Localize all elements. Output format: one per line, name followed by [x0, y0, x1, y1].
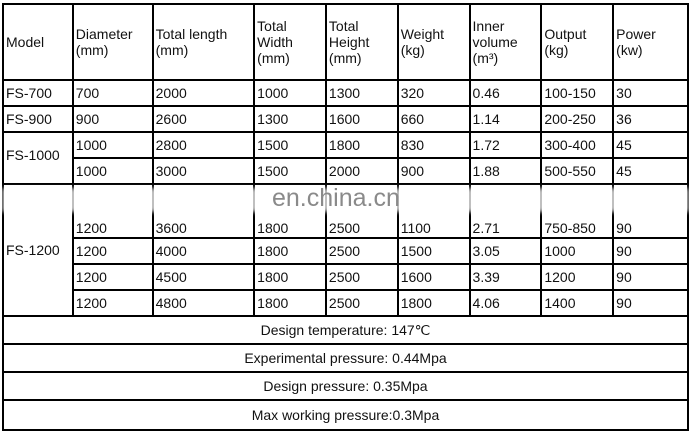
table-row: 1200 4500 1800 2500 1600 3.39 1200 90 [3, 263, 689, 291]
header-cell: Total length (mm) [151, 3, 256, 81]
header-cell: Total Height (mm) [324, 3, 399, 81]
spec-table: Model Diameter (mm) Total length (mm) To… [2, 3, 689, 431]
table-cell: 1.14 [468, 105, 543, 133]
table-cell: 1.88 [468, 157, 543, 185]
table-cell: 660 [396, 105, 471, 133]
model-cell: FS-700 [2, 79, 74, 107]
header-row: Model Diameter (mm) Total length (mm) To… [2, 3, 689, 81]
table-cell: 1000 [253, 79, 327, 107]
table-row: FS-900 900 2600 1300 1600 660 1.14 200-250 36 [2, 105, 689, 133]
header-cell: Output (kg) [540, 3, 615, 81]
table-cell: 2000 [324, 157, 399, 185]
header-cell: Model [2, 3, 74, 81]
table-cell: 0.46 [468, 79, 543, 107]
table-cell: 1200 [71, 289, 154, 317]
table-cell: 1400 [540, 289, 615, 317]
table-cell: 1100 [396, 183, 471, 239]
table-cell: 2800 [151, 131, 256, 159]
table-cell: 1800 [253, 289, 327, 317]
model-cell: FS-1200 [2, 183, 74, 317]
table-cell: 700 [71, 79, 154, 107]
note-experimental-pressure: Experimental pressure: 0.44Mpa [2, 343, 689, 373]
table-cell: 1200 [540, 263, 615, 291]
table-cell: 1500 [253, 157, 327, 185]
table-cell: 1600 [324, 105, 399, 133]
table-cell: 1800 [324, 131, 399, 159]
table-cell: 1800 [396, 289, 471, 317]
table-cell: 1800 [253, 183, 327, 239]
table-cell: 900 [396, 157, 471, 185]
table-cell: 1.72 [468, 131, 543, 159]
table-cell: 320 [396, 79, 471, 107]
table-cell: 90 [612, 183, 689, 239]
table-cell: 300-400 [540, 131, 615, 159]
table-cell: 1000 [540, 237, 615, 265]
table-cell: 2500 [324, 237, 399, 265]
table-cell: 45 [612, 157, 689, 185]
table-cell: 500-550 [540, 157, 615, 185]
table-cell: 2000 [151, 79, 256, 107]
table-cell: 1500 [396, 237, 471, 265]
table-cell: 900 [71, 105, 154, 133]
table-cell: 1200 [71, 237, 154, 265]
table-cell: 100-150 [540, 79, 615, 107]
model-cell: FS-1000 [2, 131, 74, 185]
table-cell: 1000 [71, 131, 154, 159]
table-cell: 1200 [71, 263, 154, 291]
table-row: 1200 4800 1800 2500 1800 4.06 1400 90 [3, 289, 689, 317]
table-cell: 4.06 [468, 289, 543, 317]
table-cell: 3.39 [468, 263, 543, 291]
table-cell: 1800 [253, 237, 327, 265]
table-cell: 2500 [324, 263, 399, 291]
table-cell: 2500 [324, 289, 399, 317]
table-row: 1000 3000 1500 2000 900 1.88 500-550 45 [3, 157, 689, 185]
table-cell: 30 [612, 79, 689, 107]
table-cell: 200-250 [540, 105, 615, 133]
table-cell: 830 [396, 131, 471, 159]
table-cell: 2600 [151, 105, 256, 133]
table-cell: 1600 [396, 263, 471, 291]
header-cell: Diameter (mm) [71, 3, 154, 81]
model-cell: FS-900 [2, 105, 74, 133]
header-cell: Weight (kg) [396, 3, 471, 81]
table-cell: 2.71 [468, 183, 543, 239]
table-row: FS-700 700 2000 1000 1300 320 0.46 100-150 30 [2, 79, 689, 107]
table-cell: 90 [612, 263, 689, 291]
table-cell: 90 [612, 237, 689, 265]
note-design-pressure: Design pressure: 0.35Mpa [2, 371, 689, 401]
table-cell: 1200 [71, 183, 154, 239]
table-cell: 4500 [151, 263, 256, 291]
table-row: FS-1200 1200 3600 1800 2500 1100 2.71 750-850 90 [2, 183, 689, 317]
table-cell: 1300 [253, 105, 327, 133]
table-cell: 3000 [151, 157, 256, 185]
table-cell: 4000 [151, 237, 256, 265]
note-max-working-pressure: Max working pressure:0.3Mpa [2, 399, 689, 431]
table-cell: 1500 [253, 131, 327, 159]
header-cell: Inner volume (m³) [468, 3, 543, 81]
table-cell: 1000 [71, 157, 154, 185]
table-cell: 2500 [324, 183, 399, 239]
table-row: FS-1000 1000 2800 1500 1800 830 1.72 300-400 45 [2, 131, 689, 185]
table-row: 1200 4000 1800 2500 1500 3.05 1000 90 [3, 237, 689, 265]
table-cell: 4800 [151, 289, 256, 317]
table-cell: 1800 [253, 263, 327, 291]
header-cell: Total Width (mm) [253, 3, 327, 81]
table-cell: 3600 [151, 183, 256, 239]
table-cell: 750-850 [540, 183, 615, 239]
table-cell: 90 [612, 289, 689, 317]
table-cell: 45 [612, 131, 689, 159]
table-cell: 36 [612, 105, 689, 133]
table-cell: 3.05 [468, 237, 543, 265]
header-cell: Power (kw) [612, 3, 689, 81]
note-design-temperature: Design temperature: 147℃ [2, 315, 689, 345]
table-cell: 1300 [324, 79, 399, 107]
